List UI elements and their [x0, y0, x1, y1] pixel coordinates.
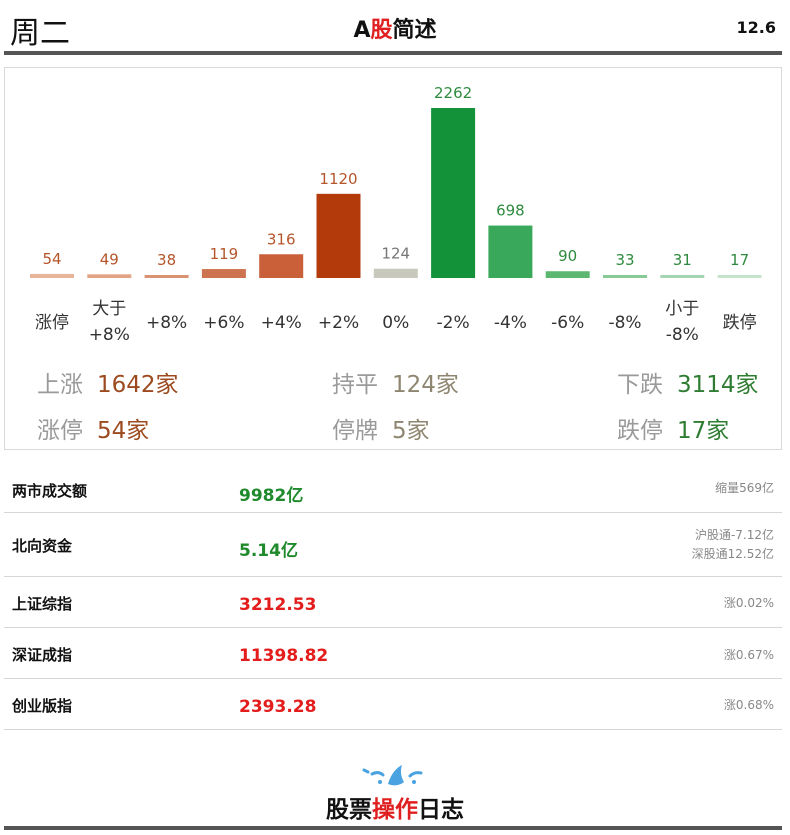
bar-value-label: 1120 — [319, 170, 357, 188]
stat-flat-value: 124家 — [392, 372, 459, 398]
bar-value-label: 33 — [615, 251, 634, 269]
stat-limit-up-label: 涨停 — [37, 418, 83, 444]
footer-title: 股票操作日志 — [0, 790, 790, 824]
bar-value-label: 119 — [210, 245, 239, 263]
north-note-sz: 深股通12.52亿 — [691, 547, 774, 561]
category-label: +2% — [318, 313, 359, 333]
bar-value-label: 316 — [267, 230, 296, 248]
title-highlight: 股 — [370, 18, 393, 43]
cy-index-label: 创业版指 — [12, 697, 73, 715]
category-label: +8% — [146, 313, 187, 333]
bar-value-label: 698 — [496, 202, 525, 220]
market-data-table: 两市成交额 9982亿 缩量569亿 北向资金 5.14亿 沪股通-7.12亿 … — [4, 465, 782, 730]
table-row: 北向资金 5.14亿 沪股通-7.12亿 深股通12.52亿 — [4, 513, 782, 577]
bar-1 — [87, 274, 132, 278]
table-row: 两市成交额 9982亿 缩量569亿 — [4, 465, 782, 513]
splash-icon — [362, 765, 423, 786]
sh-index-value: 3212.53 — [239, 595, 317, 615]
bar-11 — [660, 275, 705, 278]
category-label: -6% — [551, 313, 584, 333]
bar-value-label: 2262 — [434, 84, 472, 102]
category-label: -2% — [437, 313, 470, 333]
sz-index-value: 11398.82 — [239, 646, 329, 666]
cy-index-note: 涨0.68% — [723, 698, 774, 712]
bar-0 — [30, 273, 74, 278]
north-note: 沪股通-7.12亿 深股通12.52亿 — [692, 526, 774, 564]
page-title: A股简述 — [0, 12, 790, 44]
stat-limit-down-value: 17家 — [677, 418, 730, 444]
bar-4 — [259, 254, 304, 278]
cy-index-value: 2393.28 — [239, 697, 317, 717]
bar-value-label: 31 — [673, 251, 692, 269]
category-label: 小于-8% — [665, 299, 699, 345]
bar-10 — [603, 275, 647, 278]
stat-down-label: 下跌 — [617, 372, 663, 398]
bar-value-label: 49 — [100, 250, 119, 268]
category-label: 涨停 — [35, 313, 69, 333]
bar-value-label: 124 — [381, 245, 410, 263]
footer-title-prefix: 股票 — [326, 797, 372, 823]
distribution-bar-chart: 54 涨停 49 大于+8% 38 +8% 119 +6% 316 +4% 1120 +2% 124 0%… — [30, 84, 762, 345]
date-label: 12.6 — [736, 18, 776, 37]
stat-up-value: 1642家 — [97, 372, 179, 398]
stat-up-label: 上涨 — [37, 372, 83, 398]
sh-index-note: 涨0.02% — [723, 596, 774, 610]
category-label: 跌停 — [723, 313, 757, 333]
title-suffix: 简述 — [392, 18, 437, 43]
footer: 股票操作日志 — [0, 760, 790, 835]
table-row: 上证综指 3212.53 涨0.02% — [4, 577, 782, 628]
stat-down: 下跌 3114家 — [617, 365, 759, 399]
bar-value-label: 90 — [558, 247, 577, 265]
footer-title-highlight: 操作 — [372, 797, 418, 823]
bar-12 — [717, 275, 762, 278]
bar-8 — [488, 225, 533, 278]
category-label: 大于+8% — [89, 299, 130, 345]
table-row: 深证成指 11398.82 涨0.67% — [4, 628, 782, 679]
north-note-sh: 沪股通-7.12亿 — [694, 528, 774, 542]
north-label: 北向资金 — [12, 537, 73, 555]
bar-3 — [201, 269, 246, 278]
stat-suspended-value: 5家 — [392, 418, 430, 444]
bar-2 — [144, 275, 189, 278]
stat-down-value: 3114家 — [677, 372, 759, 398]
sz-index-label: 深证成指 — [12, 646, 73, 664]
market-breadth-panel: 54 涨停 49 大于+8% 38 +8% 119 +6% 316 +4% 1120 +2% 124 0%… — [4, 67, 782, 450]
header-divider — [4, 51, 782, 55]
stat-limit-down-label: 跌停 — [617, 418, 663, 444]
category-label: -8% — [608, 313, 641, 333]
stat-suspended-label: 停牌 — [332, 418, 378, 444]
turnover-label: 两市成交额 — [12, 482, 88, 500]
bar-7 — [431, 108, 476, 278]
category-label: 0% — [382, 313, 409, 333]
stat-limit-up-value: 54家 — [97, 418, 150, 444]
bar-5 — [316, 193, 361, 278]
footer-divider — [4, 826, 782, 830]
title-prefix: A — [353, 18, 371, 43]
table-row: 创业版指 2393.28 涨0.68% — [4, 679, 782, 730]
stat-flat: 持平 124家 — [332, 365, 459, 399]
stat-limit-up: 涨停 54家 — [37, 411, 149, 445]
weekday-label: 周二 — [10, 16, 70, 51]
sz-index-note: 涨0.67% — [723, 648, 774, 662]
bar-6 — [373, 268, 418, 278]
category-label: +6% — [203, 313, 244, 333]
bar-value-label: 54 — [42, 250, 61, 268]
bar-value-label: 38 — [157, 251, 176, 269]
bar-9 — [545, 271, 590, 278]
stat-up: 上涨 1642家 — [37, 365, 179, 399]
turnover-value: 9982亿 — [239, 486, 304, 506]
header: 周二 A股简述 12.6 — [0, 0, 790, 56]
category-label: +4% — [261, 313, 302, 333]
north-value: 5.14亿 — [239, 541, 298, 561]
stat-limit-down: 跌停 17家 — [617, 411, 729, 445]
turnover-note: 缩量569亿 — [715, 481, 774, 495]
bar-value-label: 17 — [730, 251, 749, 269]
stat-suspended: 停牌 5家 — [332, 411, 430, 445]
stat-flat-label: 持平 — [332, 372, 378, 398]
footer-title-suffix: 日志 — [418, 797, 464, 823]
sh-index-label: 上证综指 — [12, 595, 73, 613]
category-label: -4% — [494, 313, 527, 333]
